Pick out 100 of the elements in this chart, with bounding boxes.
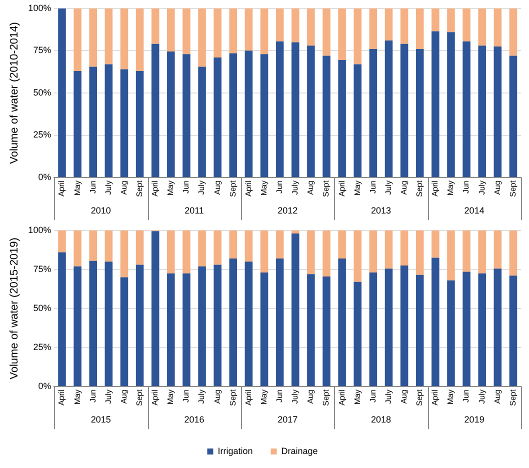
- x-tick-label: Jun: [462, 180, 471, 194]
- bar: [276, 41, 284, 178]
- bar: [384, 8, 393, 41]
- bar: [244, 262, 253, 386]
- x-tick-label: April: [57, 389, 66, 406]
- bar: [229, 258, 238, 386]
- bar: [354, 282, 362, 386]
- bar: [416, 48, 424, 178]
- bar: [151, 44, 160, 178]
- bar: [338, 230, 346, 259]
- bar: [369, 272, 378, 386]
- x-tick-label: Sept: [322, 180, 331, 198]
- x-tick-label: Jun: [88, 180, 98, 194]
- x-tick-label: July: [197, 180, 206, 195]
- bar: [447, 280, 455, 386]
- bar: [307, 8, 315, 46]
- x-tick-label: May: [259, 180, 268, 196]
- x-tick-label: Sept: [508, 388, 518, 406]
- bar: [354, 64, 362, 178]
- x-tick-label: July: [104, 180, 113, 195]
- bar: [462, 272, 470, 386]
- text: 2016: [184, 414, 204, 424]
- bar: [214, 57, 222, 178]
- bar: [509, 8, 518, 56]
- bar: [400, 8, 408, 44]
- bar: [136, 230, 144, 265]
- x-tick-label: July: [384, 390, 393, 404]
- x-tick-label: Aug: [400, 390, 409, 404]
- bar: [416, 230, 424, 275]
- bar: [462, 8, 470, 42]
- bar: [229, 8, 238, 54]
- bar: [509, 56, 518, 178]
- x-tick-label: Sept: [322, 388, 331, 406]
- bar: [104, 8, 113, 64]
- x-tick-label: April: [150, 389, 160, 406]
- bar: [354, 230, 362, 282]
- x-tick-label: April: [57, 180, 66, 197]
- bar: [322, 56, 330, 178]
- bar: [322, 230, 330, 276]
- text: 2010: [90, 205, 111, 216]
- bar: [447, 32, 455, 178]
- x-tick-label: Sept: [508, 180, 518, 198]
- bar: [89, 66, 98, 178]
- x-tick-label: April: [430, 180, 440, 197]
- text: 2014: [464, 205, 484, 216]
- y-tick-label: 25%: [33, 130, 52, 140]
- bar: [120, 69, 128, 178]
- bar: [120, 277, 128, 386]
- x-tick-label: Jun: [275, 180, 284, 194]
- bar: [369, 48, 378, 178]
- x-tick-label: April: [244, 389, 253, 406]
- x-tick-label: Sept: [135, 180, 144, 198]
- x-tick-label: April: [430, 389, 440, 406]
- bar: [276, 258, 284, 386]
- x-tick-label: April: [150, 180, 160, 197]
- bar: [369, 230, 378, 273]
- bar: [260, 272, 268, 386]
- bar: [292, 230, 300, 234]
- x-tick-label: May: [166, 180, 176, 196]
- x-tick-label: Jun: [182, 390, 191, 402]
- bar: [89, 230, 98, 261]
- x-tick-label: May: [72, 390, 82, 405]
- bar: [494, 46, 502, 178]
- text: 2019: [464, 414, 484, 424]
- bar: [104, 64, 113, 178]
- x-tick-label: Jun: [88, 390, 98, 402]
- y-tick-label: 0%: [38, 172, 52, 182]
- y-tick-label: 100%: [28, 224, 52, 235]
- bar: [322, 8, 330, 56]
- bar: [276, 8, 284, 42]
- bar: [214, 230, 222, 265]
- bar: [136, 70, 144, 178]
- y-tick-label: 0%: [38, 381, 52, 392]
- y-axis-title: Volume of water (2010-2014): [8, 22, 21, 164]
- bar: [509, 230, 518, 276]
- x-tick-label: Aug: [306, 180, 316, 195]
- bar: [182, 230, 190, 274]
- bar: [214, 8, 222, 58]
- bar: [432, 258, 440, 386]
- bar: [260, 230, 268, 273]
- bar: [478, 273, 486, 386]
- bar: [400, 266, 408, 386]
- x-tick-label: May: [352, 180, 362, 196]
- x-tick-label: Sept: [415, 388, 424, 406]
- x-tick-label: Jun: [462, 390, 471, 402]
- y-tick-label: 25%: [33, 342, 52, 352]
- bar: [120, 230, 128, 278]
- x-tick-label: July: [384, 180, 393, 195]
- bar: [338, 8, 346, 60]
- bar: [416, 274, 424, 386]
- text: 2012: [278, 205, 298, 216]
- y-tick-label: 75%: [33, 45, 52, 56]
- bar: [198, 230, 206, 266]
- x-tick-label: July: [290, 180, 300, 195]
- bar: [307, 46, 315, 178]
- x-tick-label: May: [446, 390, 456, 405]
- x-tick-label: July: [477, 390, 486, 404]
- bar: [104, 230, 113, 262]
- bar: [447, 230, 455, 280]
- bar: [167, 52, 175, 178]
